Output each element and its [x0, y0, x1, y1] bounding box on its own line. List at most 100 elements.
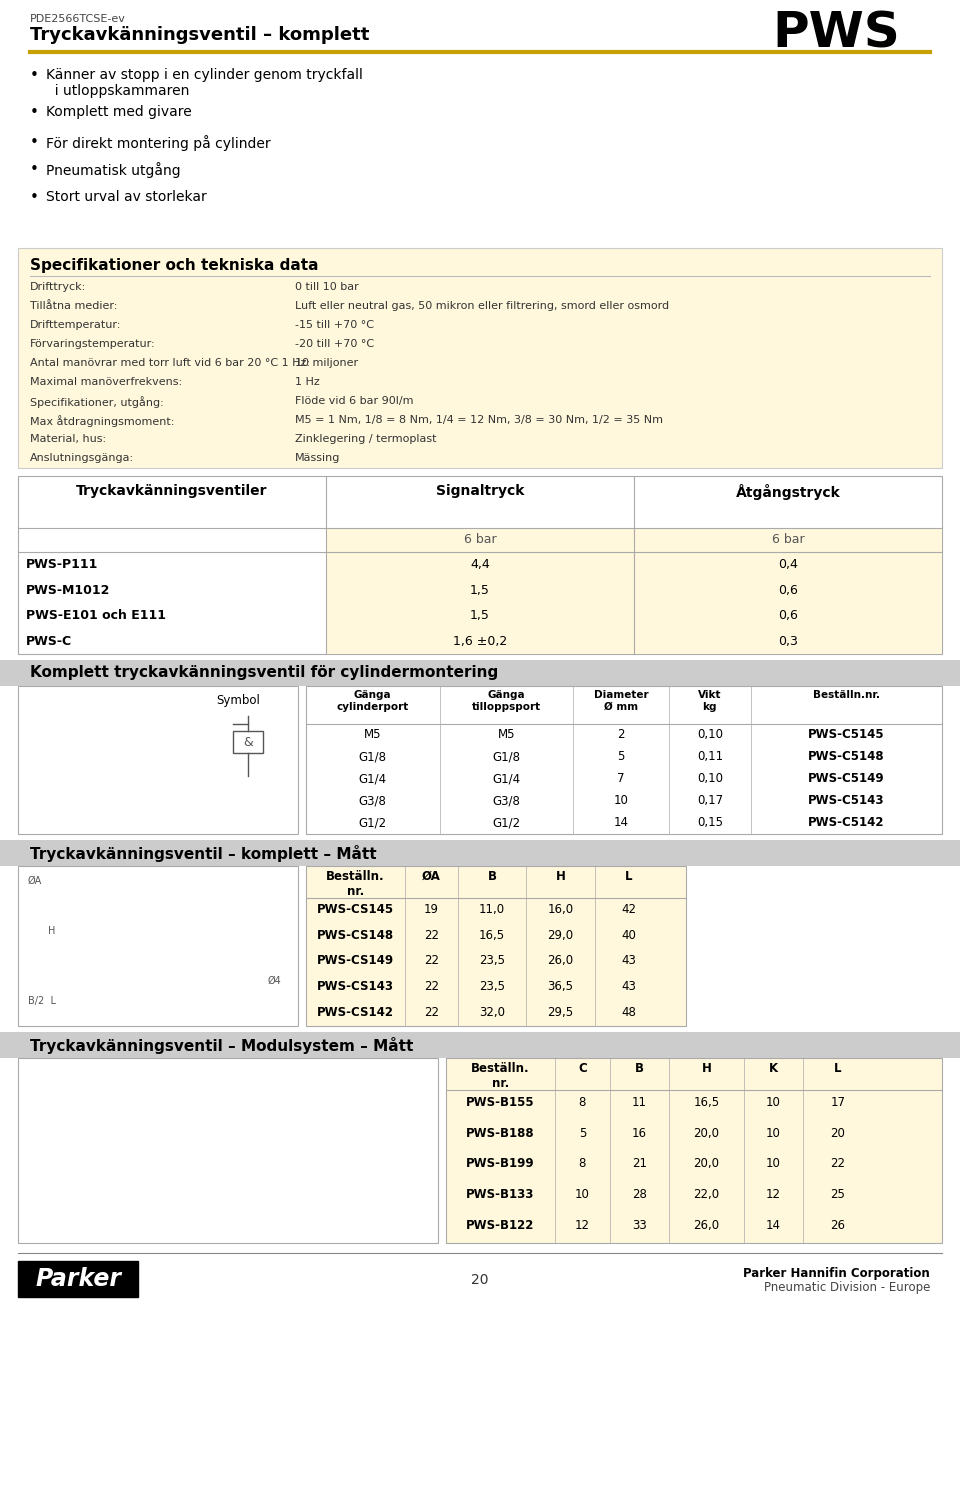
Text: 16,5: 16,5 — [693, 1097, 719, 1109]
Text: 16,0: 16,0 — [547, 903, 574, 916]
Text: ØA: ØA — [28, 876, 42, 886]
Text: Diameter
Ø mm: Diameter Ø mm — [593, 689, 648, 712]
Text: 5: 5 — [617, 750, 625, 764]
Text: PWS-B199: PWS-B199 — [467, 1158, 535, 1170]
Text: 11,0: 11,0 — [479, 903, 505, 916]
Text: 0,15: 0,15 — [697, 816, 723, 830]
Text: PWS-C5143: PWS-C5143 — [808, 794, 885, 807]
Text: 0,10: 0,10 — [697, 773, 723, 785]
Text: 12: 12 — [766, 1188, 780, 1201]
Text: 16: 16 — [632, 1126, 647, 1140]
Text: PWS-P111: PWS-P111 — [26, 558, 98, 571]
Text: 1,6 ±0,2: 1,6 ±0,2 — [453, 636, 507, 648]
Text: PWS-B188: PWS-B188 — [467, 1126, 535, 1140]
Text: 23,5: 23,5 — [479, 955, 505, 967]
Text: G3/8: G3/8 — [359, 794, 387, 807]
Bar — [18, 1058, 438, 1243]
Text: 26: 26 — [830, 1219, 846, 1231]
Text: •: • — [30, 163, 38, 178]
Text: B: B — [488, 870, 496, 883]
Text: PWS: PWS — [772, 10, 900, 58]
Text: C: C — [578, 1062, 587, 1076]
Text: M5 = 1 Nm, 1/8 = 8 Nm, 1/4 = 12 Nm, 3/8 = 30 Nm, 1/2 = 35 Nm: M5 = 1 Nm, 1/8 = 8 Nm, 1/4 = 12 Nm, 3/8 … — [295, 415, 663, 425]
Text: Komplett med givare: Komplett med givare — [46, 104, 192, 119]
Text: 22: 22 — [830, 1158, 846, 1170]
Text: Luft eller neutral gas, 50 mikron eller filtrering, smord eller osmord: Luft eller neutral gas, 50 mikron eller … — [295, 301, 669, 310]
Text: H: H — [48, 927, 56, 935]
Text: 0 till 10 bar: 0 till 10 bar — [295, 282, 359, 292]
Text: 22: 22 — [424, 980, 439, 992]
Text: •: • — [30, 69, 38, 84]
Text: PWS-M1012: PWS-M1012 — [26, 583, 110, 597]
Text: Tryckavkänningsventil – komplett: Tryckavkänningsventil – komplett — [30, 25, 370, 43]
Text: 6 bar: 6 bar — [772, 533, 804, 546]
Text: Max åtdragningsmoment:: Max åtdragningsmoment: — [30, 415, 175, 427]
Text: PWS-CS142: PWS-CS142 — [317, 1006, 394, 1019]
Text: 1,5: 1,5 — [470, 583, 490, 597]
Text: 2: 2 — [617, 728, 625, 742]
Bar — [326, 528, 942, 552]
Text: -15 till +70 °C: -15 till +70 °C — [295, 319, 374, 330]
Text: 22,0: 22,0 — [693, 1188, 719, 1201]
Text: 1 Hz: 1 Hz — [295, 377, 320, 386]
Bar — [446, 1058, 942, 1243]
Text: 10: 10 — [766, 1158, 780, 1170]
Bar — [18, 686, 298, 834]
Bar — [233, 731, 263, 753]
Text: B/2  L: B/2 L — [28, 997, 56, 1006]
Text: 20,0: 20,0 — [693, 1126, 719, 1140]
Text: 29,5: 29,5 — [547, 1006, 574, 1019]
Text: 6 bar: 6 bar — [464, 533, 496, 546]
Text: 42: 42 — [621, 903, 636, 916]
Text: 0,6: 0,6 — [778, 583, 798, 597]
Text: 0,17: 0,17 — [697, 794, 723, 807]
Text: L: L — [625, 870, 633, 883]
Text: 10: 10 — [766, 1126, 780, 1140]
Bar — [0, 840, 960, 865]
Text: Känner av stopp i en cylinder genom tryckfall
  i utloppskammaren: Känner av stopp i en cylinder genom tryc… — [46, 69, 363, 98]
Text: 40: 40 — [621, 928, 636, 941]
Text: 20: 20 — [471, 1273, 489, 1288]
Bar — [18, 476, 942, 653]
Text: Drifttemperatur:: Drifttemperatur: — [30, 319, 121, 330]
Text: 19: 19 — [424, 903, 439, 916]
Bar — [326, 552, 942, 653]
Text: PWS-E101 och E111: PWS-E101 och E111 — [26, 609, 166, 622]
Text: Parker: Parker — [35, 1267, 121, 1291]
Bar — [18, 865, 298, 1026]
Text: -20 till +70 °C: -20 till +70 °C — [295, 339, 374, 349]
Text: 21: 21 — [632, 1158, 647, 1170]
Text: PWS-C5145: PWS-C5145 — [808, 728, 885, 742]
Text: G1/4: G1/4 — [492, 773, 520, 785]
Bar — [18, 1261, 138, 1297]
Text: 22: 22 — [424, 1006, 439, 1019]
Text: •: • — [30, 104, 38, 119]
Text: 8: 8 — [579, 1158, 587, 1170]
Text: PDE2566TCSE-ev: PDE2566TCSE-ev — [30, 13, 126, 24]
Text: 4,4: 4,4 — [470, 558, 490, 571]
Text: Zinklegering / termoplast: Zinklegering / termoplast — [295, 434, 437, 445]
Text: 48: 48 — [621, 1006, 636, 1019]
Text: Symbol: Symbol — [216, 694, 260, 707]
Text: 0,3: 0,3 — [778, 636, 798, 648]
Text: PWS-CS145: PWS-CS145 — [317, 903, 394, 916]
Text: PWS-B155: PWS-B155 — [467, 1097, 535, 1109]
Text: •: • — [30, 134, 38, 151]
Text: Maximal manöverfrekvens:: Maximal manöverfrekvens: — [30, 377, 182, 386]
Text: 36,5: 36,5 — [547, 980, 574, 992]
Text: 10: 10 — [575, 1188, 589, 1201]
Text: Förvaringstemperatur:: Förvaringstemperatur: — [30, 339, 156, 349]
Text: 0,11: 0,11 — [697, 750, 723, 764]
Text: Beställn.
nr.: Beställn. nr. — [471, 1062, 530, 1091]
Text: •: • — [30, 189, 38, 204]
Text: Pneumatisk utgång: Pneumatisk utgång — [46, 163, 180, 178]
Text: PWS-B133: PWS-B133 — [467, 1188, 535, 1201]
Text: Åtgångstryck: Åtgångstryck — [735, 483, 840, 500]
Text: Specifikationer och tekniska data: Specifikationer och tekniska data — [30, 258, 319, 273]
Text: Tryckavkänningsventiler: Tryckavkänningsventiler — [76, 483, 268, 498]
Text: Gänga
cylinderport: Gänga cylinderport — [337, 689, 409, 712]
Text: 43: 43 — [621, 955, 636, 967]
Text: 0,10: 0,10 — [697, 728, 723, 742]
Text: 32,0: 32,0 — [479, 1006, 505, 1019]
Text: 11: 11 — [632, 1097, 647, 1109]
